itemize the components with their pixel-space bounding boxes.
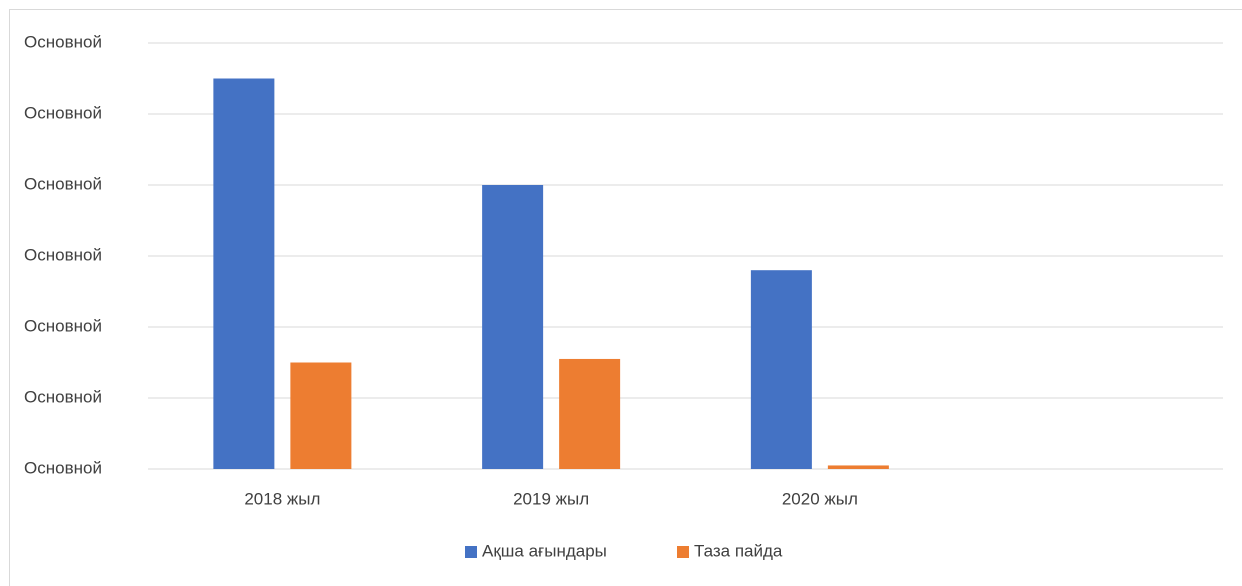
legend-label: Таза пайда: [694, 541, 783, 560]
x-tick-label: 2019 жыл: [513, 489, 589, 508]
y-tick-label: Основной: [24, 458, 102, 477]
bar: [827, 465, 889, 469]
chart-frame: [9, 9, 1242, 586]
x-tick-label: 2020 жыл: [782, 489, 858, 508]
x-tick-label: 2018 жыл: [244, 489, 320, 508]
y-tick-label: Основной: [24, 174, 102, 193]
y-tick-label: Основной: [24, 32, 102, 51]
bar: [750, 270, 812, 469]
bar: [290, 362, 352, 469]
y-tick-label: Основной: [24, 103, 102, 122]
legend-swatch: [465, 546, 477, 558]
bar: [559, 358, 621, 469]
y-tick-label: Основной: [24, 387, 102, 406]
y-tick-label: Основной: [24, 245, 102, 264]
bar: [213, 78, 275, 469]
y-tick-label: Основной: [24, 316, 102, 335]
bar: [482, 185, 544, 469]
legend-swatch: [677, 546, 689, 558]
legend-label: Ақша ағындары: [482, 541, 607, 560]
